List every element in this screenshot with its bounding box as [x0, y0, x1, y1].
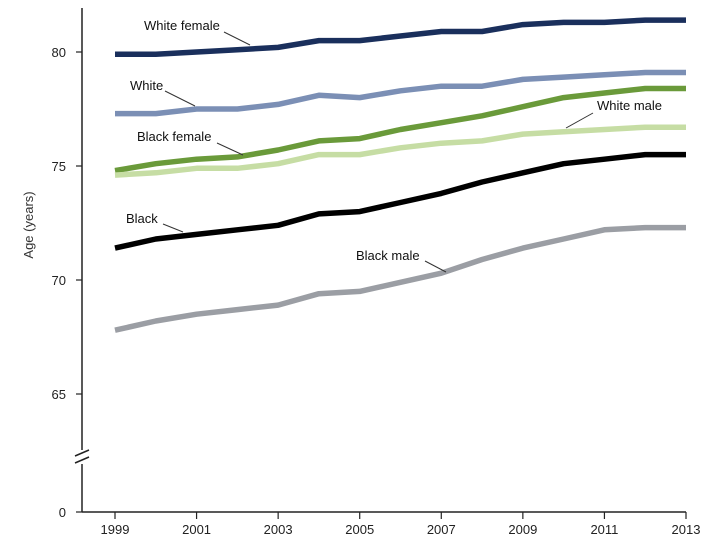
- y-tick-label: 65: [52, 387, 66, 402]
- y-tick-label: 0: [59, 505, 66, 520]
- axis-break-mark: [74, 449, 90, 464]
- series-line-white-male: [114, 124, 686, 178]
- leader-line-white-male: [565, 112, 594, 129]
- x-tick-label: 2005: [345, 522, 374, 537]
- x-tick-label: 2001: [182, 522, 211, 537]
- series-label-white-male: White male: [597, 98, 662, 113]
- y-tick-label: 70: [52, 273, 66, 288]
- leader-line-black-male: [424, 260, 447, 273]
- y-ticks: 0 65 70 75 80: [52, 45, 82, 520]
- x-tick-label: 2011: [590, 522, 618, 537]
- y-tick-label: 80: [52, 45, 66, 60]
- x-tick-label: 2013: [672, 522, 701, 537]
- series-label-black-female: Black female: [137, 129, 211, 144]
- series-line-black-male: [114, 224, 686, 333]
- leader-line-black-female: [216, 142, 244, 156]
- series-line-black: [114, 151, 686, 251]
- series-lines: [114, 17, 686, 333]
- y-tick-label: 75: [52, 159, 66, 174]
- series-label-black-male: Black male: [356, 248, 420, 263]
- series-line-black-female: [114, 85, 686, 174]
- series-label-black: Black: [126, 211, 158, 226]
- series-line-white: [115, 69, 686, 117]
- series-label-white-female: White female: [144, 18, 220, 33]
- x-tick-label: 2009: [508, 522, 537, 537]
- x-tick-label: 1999: [101, 522, 130, 537]
- x-tick-label: 2003: [264, 522, 293, 537]
- axes: [74, 8, 686, 513]
- y-axis-title: Age (years): [21, 191, 36, 258]
- leader-line-white: [164, 90, 196, 107]
- series-line-white-female: [115, 17, 686, 58]
- leader-line-black: [162, 223, 184, 233]
- series-label-white: White: [130, 78, 163, 93]
- x-ticks: 1999 2001 2003 2005 2007 2009 2011 2013: [101, 512, 701, 537]
- series-labels: White female White Black female White male B…: [126, 18, 662, 273]
- leader-line-white-female: [223, 31, 251, 46]
- x-tick-label: 2007: [427, 522, 456, 537]
